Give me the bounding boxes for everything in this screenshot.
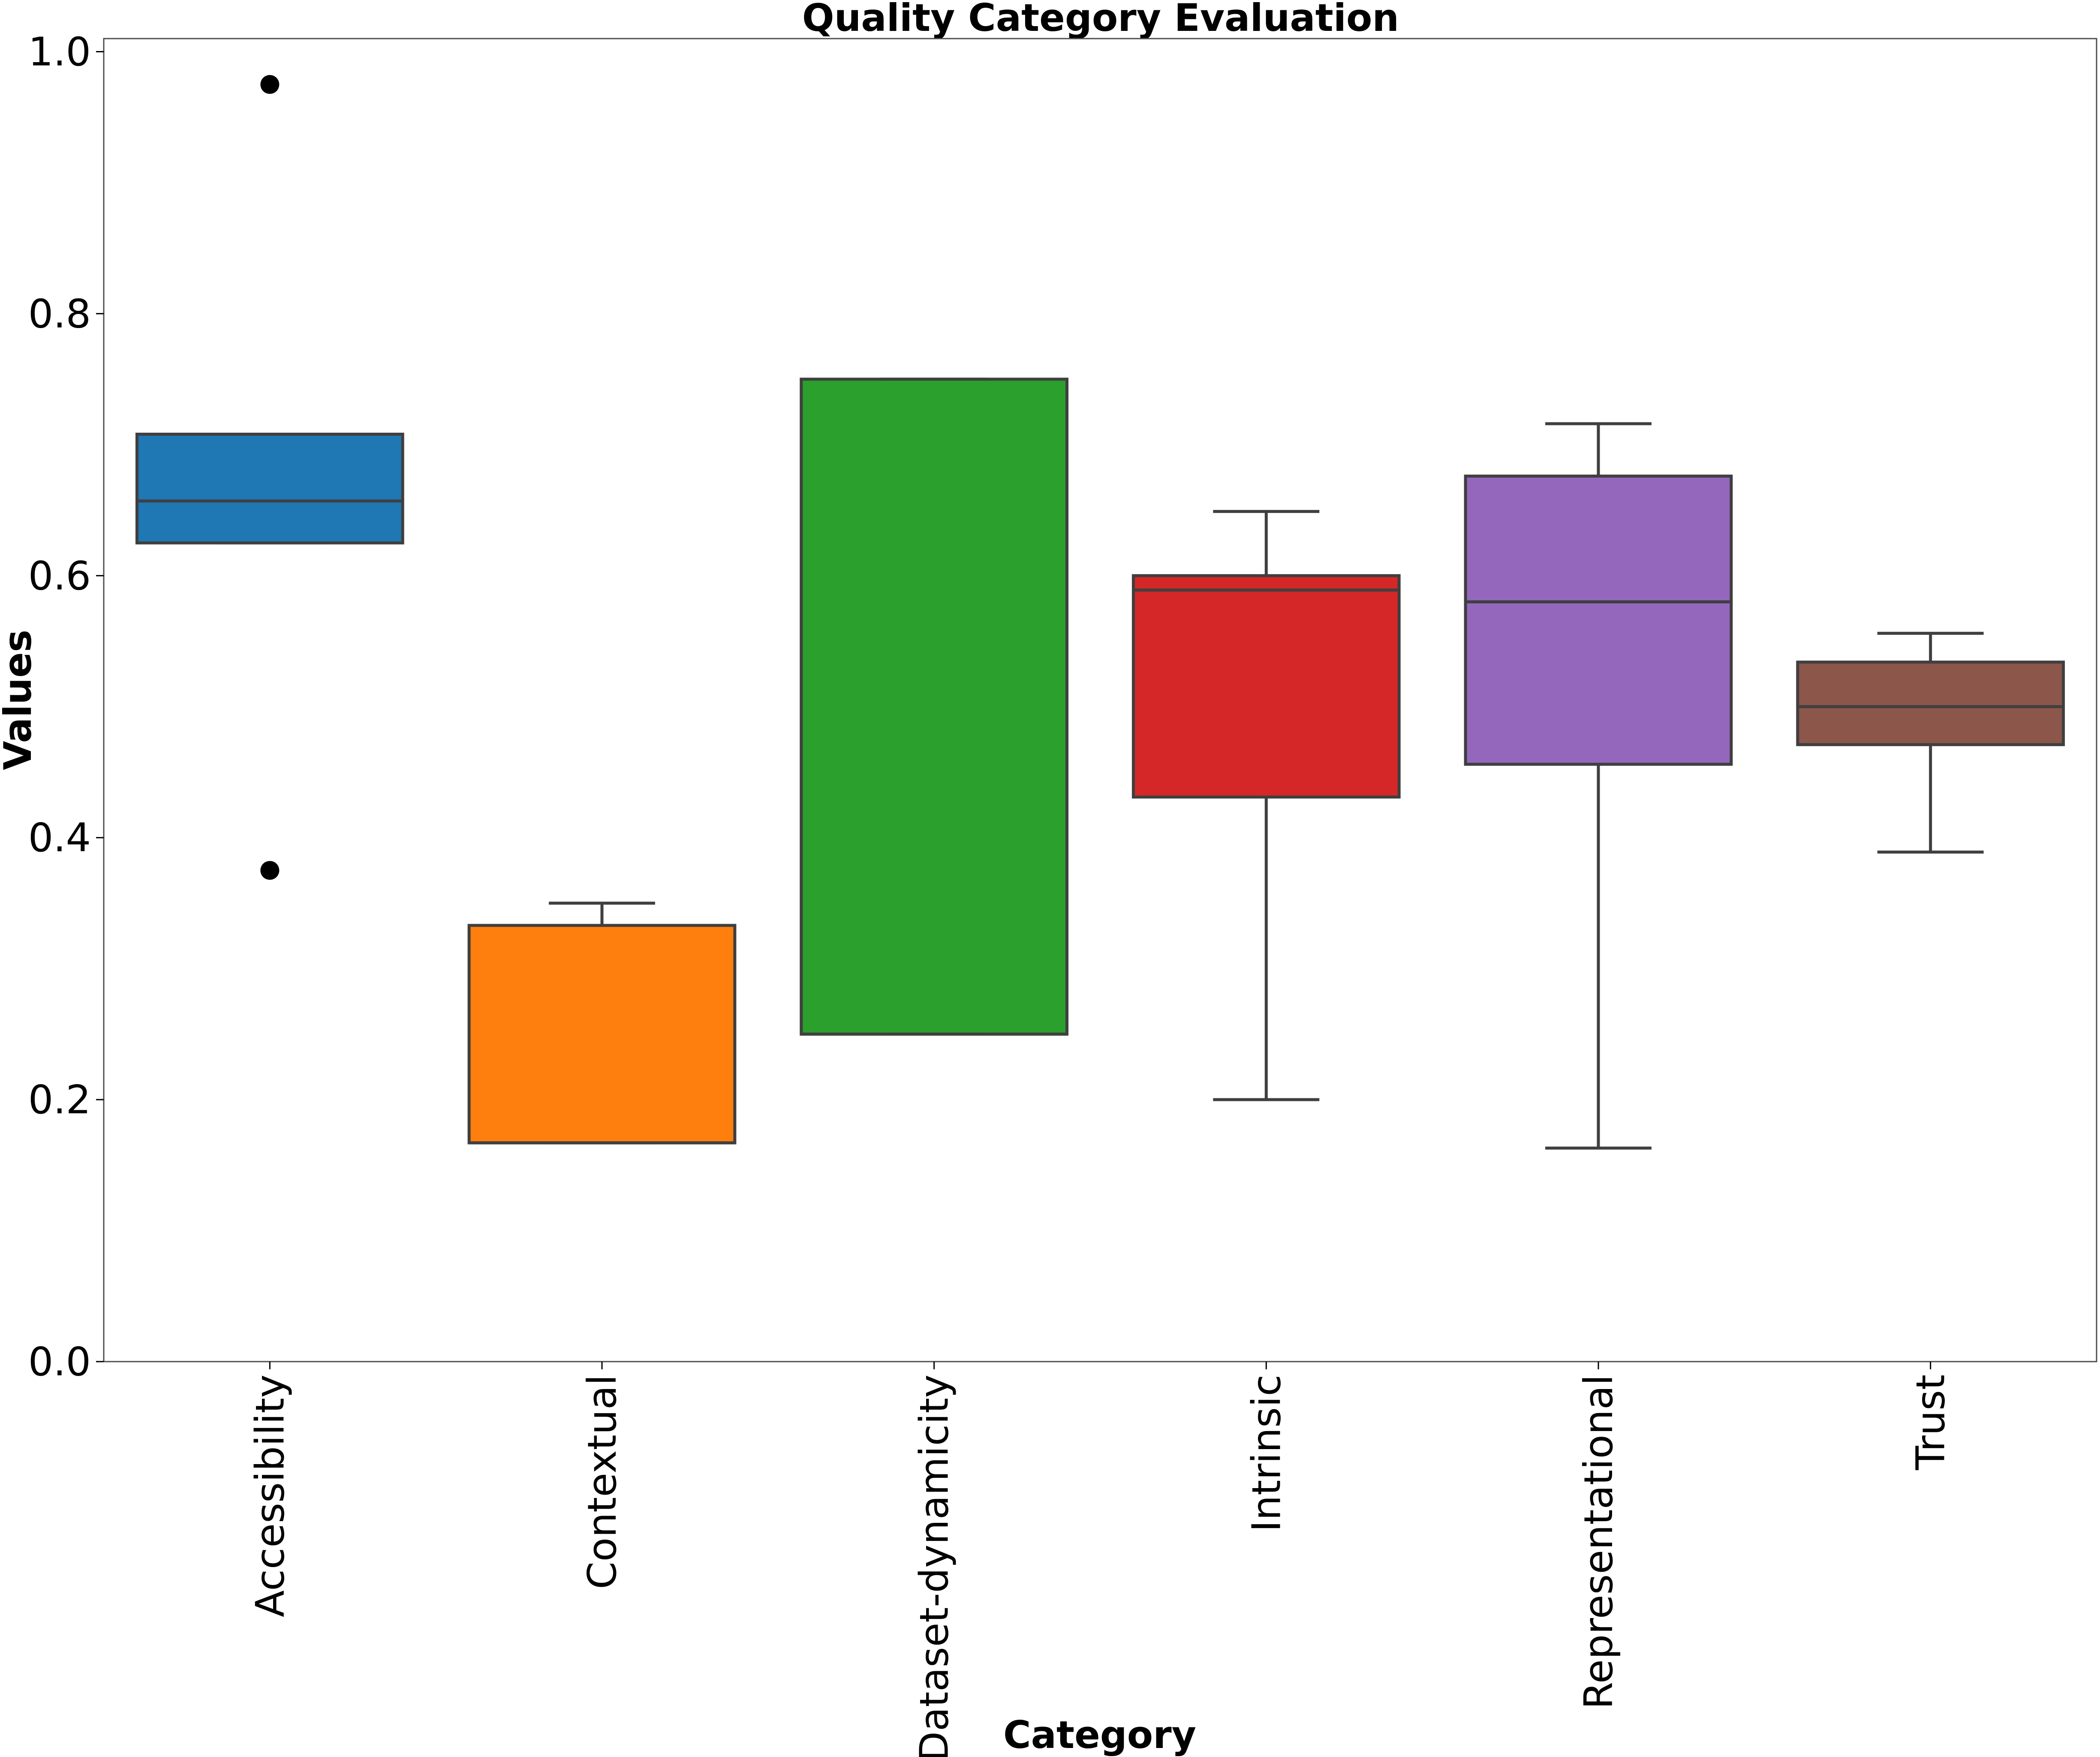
x-axis-label: Category (1003, 1713, 1196, 1757)
box-trust (1796, 632, 2065, 854)
y-tick-label: 1.0 (28, 29, 91, 75)
y-axis-label: Values (0, 630, 40, 770)
box-body-representational (1464, 474, 1733, 766)
outlier-accessibility-1 (260, 861, 280, 880)
y-axis-ticks: 0.0 0.2 0.4 0.6 0.8 1.0 (28, 29, 104, 1385)
box-representational (1464, 422, 1733, 1150)
x-tick-label: Representational (1576, 1374, 1622, 1709)
outlier-accessibility-0 (260, 75, 280, 94)
box-body-dataset-dynamicity (800, 377, 1069, 1036)
x-tick-label: Contextual (579, 1374, 625, 1589)
y-tick-label: 0.8 (28, 291, 91, 337)
plot-area-frame (103, 38, 2097, 1362)
box-body-trust (1796, 660, 2065, 746)
x-axis-ticks: Accessibility Contextual Dataset-dynamicit… (247, 1362, 1954, 1757)
x-tick-label: Intrinsic (1243, 1374, 1289, 1532)
y-tick-label: 0.0 (28, 1339, 91, 1385)
box-dataset-dynamicity (800, 377, 1069, 1036)
box-body-contextual (467, 924, 737, 1145)
y-tick-label: 0.6 (28, 553, 91, 599)
y-tick-label: 0.2 (28, 1077, 91, 1123)
chart-title: Quality Category Evaluation (802, 0, 1399, 40)
y-tick-label: 0.4 (28, 815, 91, 861)
x-tick-label: Accessibility (247, 1374, 293, 1617)
box-body-accessibility (135, 432, 404, 545)
box-body-intrinsic (1131, 574, 1401, 799)
x-tick-label: Dataset-dynamicity (912, 1374, 957, 1757)
box-contextual (467, 901, 737, 1145)
box-intrinsic (1131, 510, 1401, 1101)
boxes-layer (135, 75, 2065, 1150)
box-accessibility (135, 75, 404, 880)
x-tick-label: Trust (1908, 1374, 1954, 1471)
